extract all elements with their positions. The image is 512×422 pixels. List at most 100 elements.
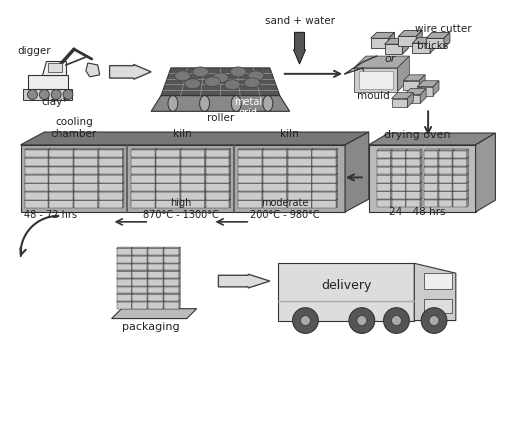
Polygon shape: [25, 175, 49, 183]
Polygon shape: [287, 174, 288, 183]
Polygon shape: [164, 270, 180, 271]
Polygon shape: [133, 287, 147, 293]
Polygon shape: [426, 38, 444, 48]
Polygon shape: [262, 191, 263, 200]
Polygon shape: [439, 183, 453, 191]
Polygon shape: [132, 149, 157, 150]
Polygon shape: [117, 279, 132, 286]
Polygon shape: [20, 132, 369, 145]
Text: mould: mould: [357, 90, 390, 100]
Text: drying oven: drying oven: [384, 130, 451, 140]
Polygon shape: [132, 200, 155, 208]
Polygon shape: [148, 279, 163, 286]
Polygon shape: [49, 182, 50, 191]
Polygon shape: [181, 191, 206, 192]
Polygon shape: [74, 167, 98, 174]
Polygon shape: [424, 149, 439, 151]
Text: sand + water: sand + water: [265, 16, 334, 27]
Polygon shape: [219, 274, 270, 288]
Polygon shape: [49, 174, 50, 183]
Polygon shape: [25, 182, 50, 184]
Polygon shape: [181, 149, 206, 150]
Polygon shape: [453, 183, 467, 191]
Polygon shape: [406, 190, 407, 199]
Polygon shape: [29, 75, 68, 89]
Polygon shape: [180, 149, 181, 157]
Circle shape: [301, 316, 310, 325]
Polygon shape: [147, 278, 148, 286]
Circle shape: [429, 316, 439, 325]
Polygon shape: [467, 165, 468, 174]
Polygon shape: [123, 174, 124, 183]
Polygon shape: [205, 165, 206, 174]
Polygon shape: [205, 200, 229, 208]
Polygon shape: [73, 174, 74, 183]
Polygon shape: [377, 192, 391, 199]
Polygon shape: [453, 190, 454, 199]
Text: 48 - 72 hrs: 48 - 72 hrs: [24, 210, 77, 220]
Polygon shape: [73, 149, 74, 157]
Polygon shape: [205, 149, 206, 157]
Polygon shape: [420, 190, 422, 199]
Polygon shape: [238, 174, 263, 175]
Polygon shape: [123, 182, 124, 191]
Polygon shape: [133, 248, 147, 255]
Polygon shape: [99, 149, 124, 150]
Polygon shape: [397, 56, 409, 92]
Polygon shape: [99, 182, 124, 184]
Polygon shape: [74, 149, 99, 150]
Polygon shape: [205, 157, 206, 166]
Polygon shape: [238, 165, 263, 167]
Polygon shape: [164, 285, 180, 287]
Polygon shape: [148, 278, 164, 279]
Polygon shape: [98, 191, 99, 200]
Polygon shape: [312, 192, 336, 200]
Polygon shape: [453, 157, 468, 159]
Polygon shape: [293, 32, 306, 64]
Polygon shape: [99, 191, 124, 192]
Polygon shape: [180, 174, 181, 183]
Polygon shape: [205, 199, 231, 200]
Polygon shape: [424, 181, 439, 183]
Polygon shape: [86, 63, 100, 77]
Polygon shape: [312, 199, 337, 200]
Polygon shape: [147, 255, 148, 263]
Ellipse shape: [212, 73, 228, 83]
Polygon shape: [133, 300, 148, 302]
Polygon shape: [359, 71, 393, 89]
Polygon shape: [229, 165, 231, 174]
Polygon shape: [179, 262, 180, 271]
Polygon shape: [288, 149, 313, 150]
Polygon shape: [453, 157, 454, 166]
Polygon shape: [49, 149, 74, 150]
Polygon shape: [123, 165, 124, 174]
Polygon shape: [132, 174, 157, 175]
Polygon shape: [424, 273, 452, 289]
Polygon shape: [312, 157, 337, 158]
Polygon shape: [389, 32, 394, 48]
Polygon shape: [287, 149, 288, 157]
Polygon shape: [238, 158, 262, 166]
Polygon shape: [163, 293, 164, 301]
Polygon shape: [163, 278, 164, 286]
Polygon shape: [205, 149, 231, 150]
Polygon shape: [229, 182, 231, 191]
Polygon shape: [288, 200, 312, 208]
Polygon shape: [73, 182, 74, 191]
Polygon shape: [132, 278, 133, 286]
Polygon shape: [377, 181, 392, 183]
Polygon shape: [49, 192, 73, 200]
Polygon shape: [164, 279, 179, 286]
Polygon shape: [117, 271, 132, 278]
Polygon shape: [424, 200, 438, 207]
Polygon shape: [263, 165, 288, 167]
Ellipse shape: [263, 95, 273, 111]
Circle shape: [421, 308, 447, 333]
Polygon shape: [110, 65, 151, 79]
Polygon shape: [148, 293, 164, 294]
Ellipse shape: [248, 71, 264, 81]
Polygon shape: [438, 181, 439, 191]
Polygon shape: [132, 184, 155, 191]
Polygon shape: [453, 159, 467, 166]
Polygon shape: [392, 165, 407, 167]
